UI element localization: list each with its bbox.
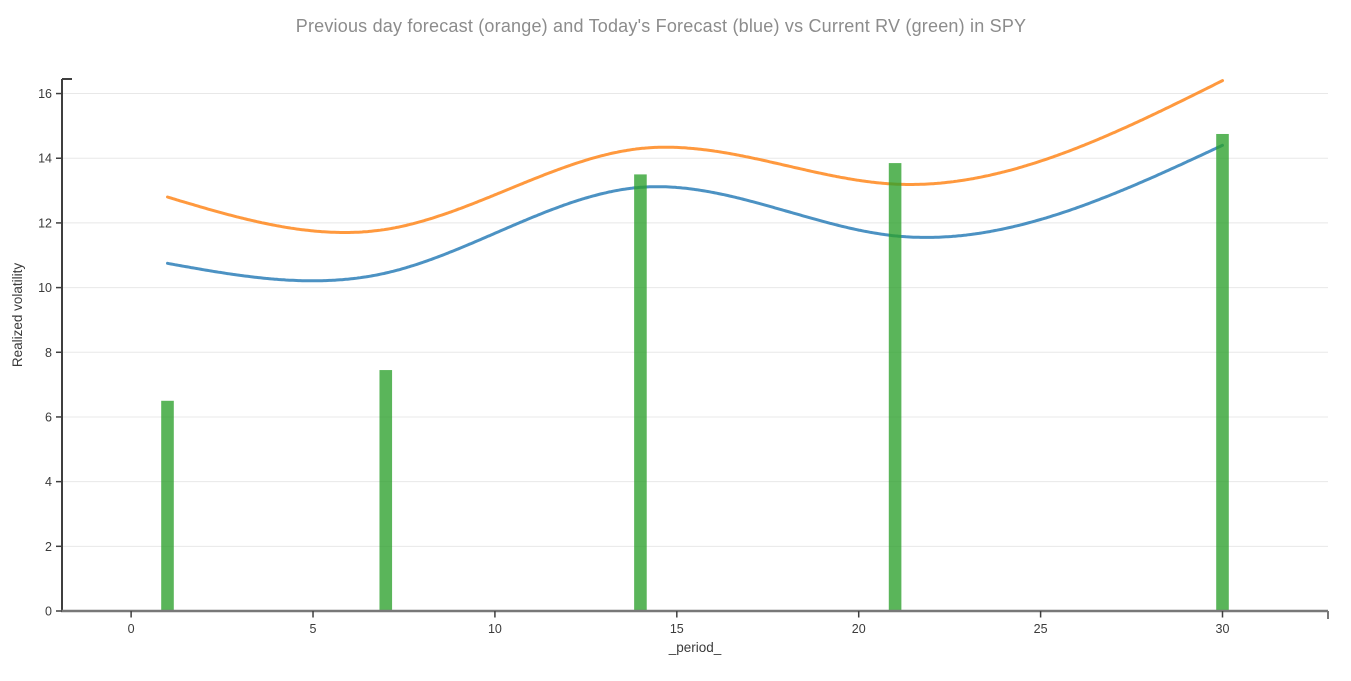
y-tick-label: 6 [45, 410, 52, 424]
current-rv-bar [634, 174, 647, 612]
y-tick-label: 4 [45, 475, 52, 489]
x-tick-label: 30 [1216, 622, 1230, 636]
previous-day-forecast-line [166, 79, 1224, 234]
y-tick-label: 2 [45, 540, 52, 554]
today-s-forecast-line [166, 143, 1224, 283]
x-axis-label: _period_ [668, 640, 722, 655]
chart-title: Previous day forecast (orange) and Today… [295, 16, 1027, 36]
y-tick-label: 0 [45, 605, 52, 619]
y-tick-label: 14 [38, 152, 52, 166]
x-tick-label: 25 [1034, 622, 1048, 636]
y-tick-label: 10 [38, 281, 52, 295]
x-tick-label: 15 [670, 622, 684, 636]
current-rv-bar [161, 400, 174, 611]
x-tick-label: 20 [852, 622, 866, 636]
x-tick-label: 10 [488, 622, 502, 636]
y-tick-label: 16 [38, 87, 52, 101]
current-rv-bar [379, 370, 393, 611]
current-rv-bar [1216, 133, 1229, 611]
y-tick-label: 12 [38, 216, 52, 230]
x-tick-label: 0 [128, 622, 135, 636]
current-rv-bar [888, 163, 902, 611]
x-tick-label: 5 [310, 622, 317, 636]
y-tick-label: 8 [45, 346, 52, 360]
y-axis-label: Realized volatility [10, 262, 25, 368]
